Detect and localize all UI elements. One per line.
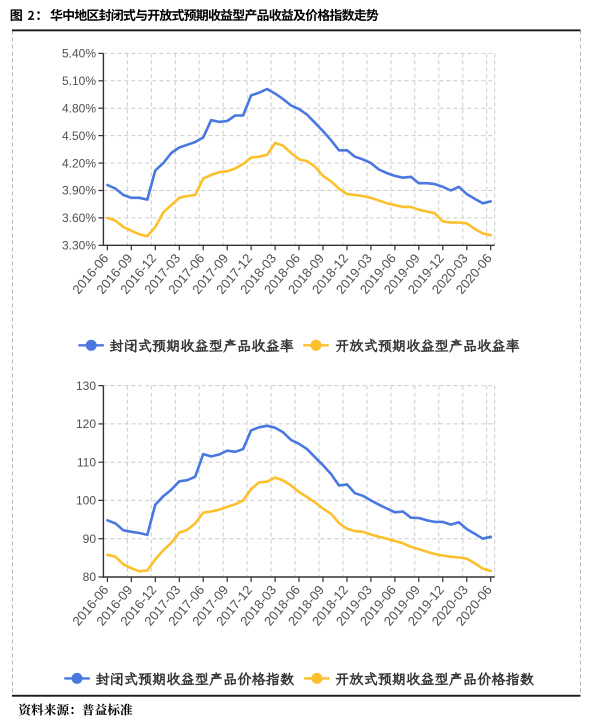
svg-text:3.60%: 3.60% bbox=[62, 211, 96, 225]
svg-text:5.10%: 5.10% bbox=[62, 74, 96, 88]
svg-text:130: 130 bbox=[76, 379, 96, 393]
svg-text:4.80%: 4.80% bbox=[62, 101, 96, 115]
svg-text:110: 110 bbox=[77, 455, 96, 469]
svg-text:3.90%: 3.90% bbox=[62, 184, 96, 198]
svg-text:100: 100 bbox=[76, 494, 96, 508]
svg-text:120: 120 bbox=[76, 417, 96, 431]
svg-text:90: 90 bbox=[83, 532, 97, 546]
svg-text:5.40%: 5.40% bbox=[62, 47, 96, 61]
svg-text:4.20%: 4.20% bbox=[62, 156, 96, 170]
svg-text:3.30%: 3.30% bbox=[62, 239, 96, 253]
svg-text:4.50%: 4.50% bbox=[62, 129, 96, 143]
svg-text:80: 80 bbox=[83, 570, 97, 584]
